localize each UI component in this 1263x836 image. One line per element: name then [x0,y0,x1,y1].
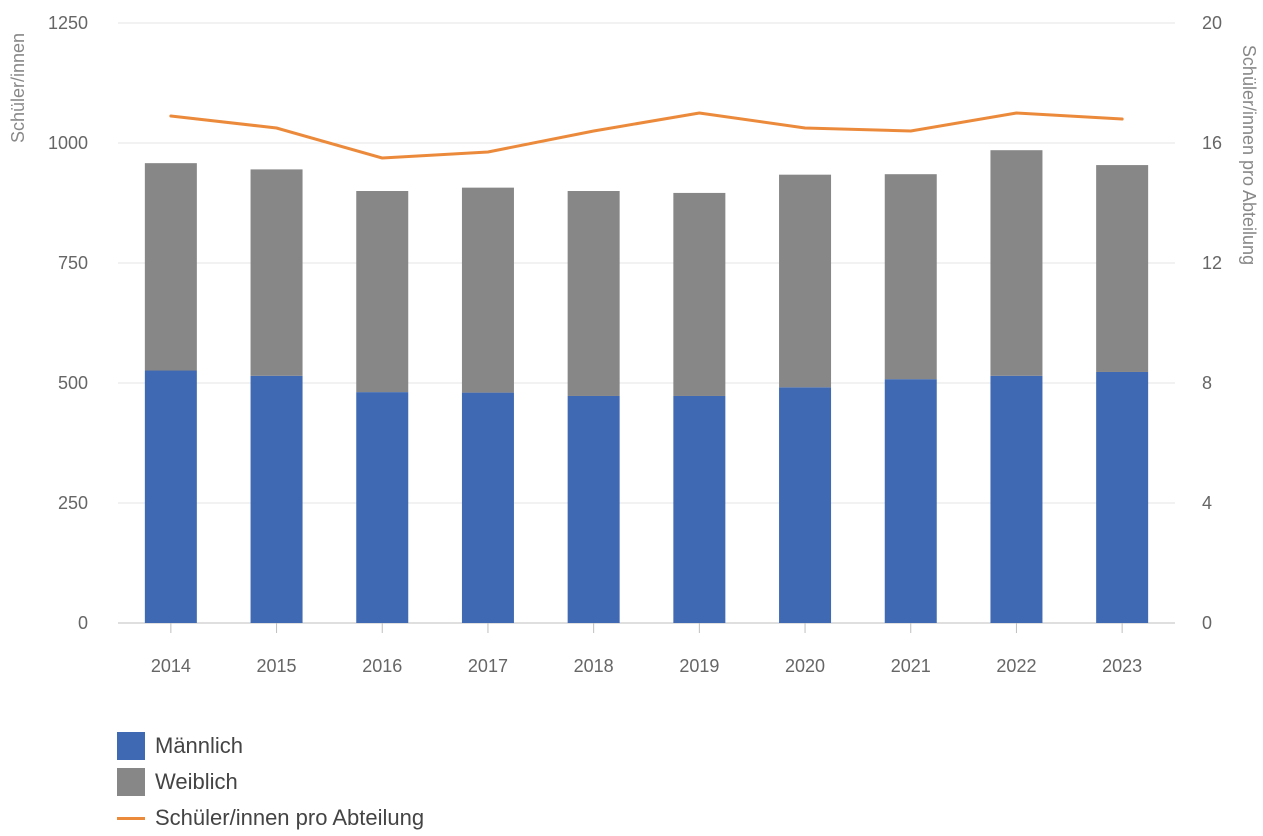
bar-maennlich [1096,371,1149,623]
line-pro-abteilung [169,111,1124,160]
y-axis-left-title: Schüler/innen [8,33,28,143]
y-left-tick-label: 0 [78,613,88,633]
legend-label-pro-abteilung: Schüler/innen pro Abteilung [155,805,425,830]
y-axis-left: 0 250 500 750 1000 1250 [48,13,88,633]
legend-item-weiblich[interactable]: Weiblich [117,764,424,800]
y-right-tick-label: 0 [1202,613,1212,633]
bar-weiblich [779,174,832,388]
y-right-tick-label: 8 [1202,373,1212,393]
bar-weiblich [673,192,726,396]
x-tick-label: 2020 [785,656,825,676]
x-tick-label: 2014 [151,656,191,676]
legend-item-pro-abteilung[interactable]: Schüler/innen pro Abteilung [117,800,424,836]
legend-label-weiblich: Weiblich [155,769,238,794]
x-tick-label: 2015 [257,656,297,676]
y-left-tick-label: 1000 [48,133,88,153]
legend-swatch-pro-abteilung [117,816,145,820]
x-tick-label: 2017 [468,656,508,676]
y-right-tick-label: 4 [1202,493,1212,513]
y-left-tick-label: 1250 [48,13,88,33]
x-tick-label: 2022 [996,656,1036,676]
x-tick-label: 2019 [679,656,719,676]
bar-weiblich [461,187,514,393]
bar-maennlich [990,375,1043,623]
legend-swatch-maennlich [117,732,145,760]
bar-maennlich [461,392,514,623]
bar-weiblich [1096,165,1149,372]
bar-weiblich [144,163,197,371]
y-right-tick-label: 12 [1202,253,1222,273]
bar-weiblich [356,191,409,393]
bar-maennlich [250,375,303,623]
bar-maennlich [673,395,726,623]
y-left-tick-label: 250 [58,493,88,513]
x-tick-label: 2021 [891,656,931,676]
bar-maennlich [884,379,937,623]
bar-weiblich [884,174,937,380]
bar-maennlich [144,370,197,623]
y-left-tick-label: 750 [58,253,88,273]
y-right-tick-label: 20 [1202,13,1222,33]
x-tick-label: 2016 [362,656,402,676]
y-right-tick-label: 16 [1202,133,1222,153]
bar-weiblich [567,191,620,396]
bar-weiblich [990,150,1043,376]
legend: Männlich Weiblich Schüler/innen pro Abte… [117,728,424,836]
y-left-tick-label: 500 [58,373,88,393]
bars [144,150,1149,623]
bar-maennlich [779,387,832,623]
x-tick-label: 2018 [574,656,614,676]
bar-maennlich [567,395,620,623]
legend-swatch-weiblich [117,768,145,796]
bar-weiblich [250,169,303,376]
bar-maennlich [356,392,409,623]
y-axis-right: 0 4 8 12 16 20 [1202,13,1222,633]
y-axis-right-title: Schüler/innen pro Abteilung [1239,45,1259,265]
x-tick-label: 2023 [1102,656,1142,676]
legend-item-maennlich[interactable]: Männlich [117,728,424,764]
chart: 2014 2015 2016 2017 2018 2019 2020 2021 2022 2023… [8,13,1259,676]
line-series [169,111,1124,160]
x-axis: 2014 2015 2016 2017 2018 2019 2020 2021 2022 2023 [151,623,1142,676]
legend-label-maennlich: Männlich [155,733,244,758]
